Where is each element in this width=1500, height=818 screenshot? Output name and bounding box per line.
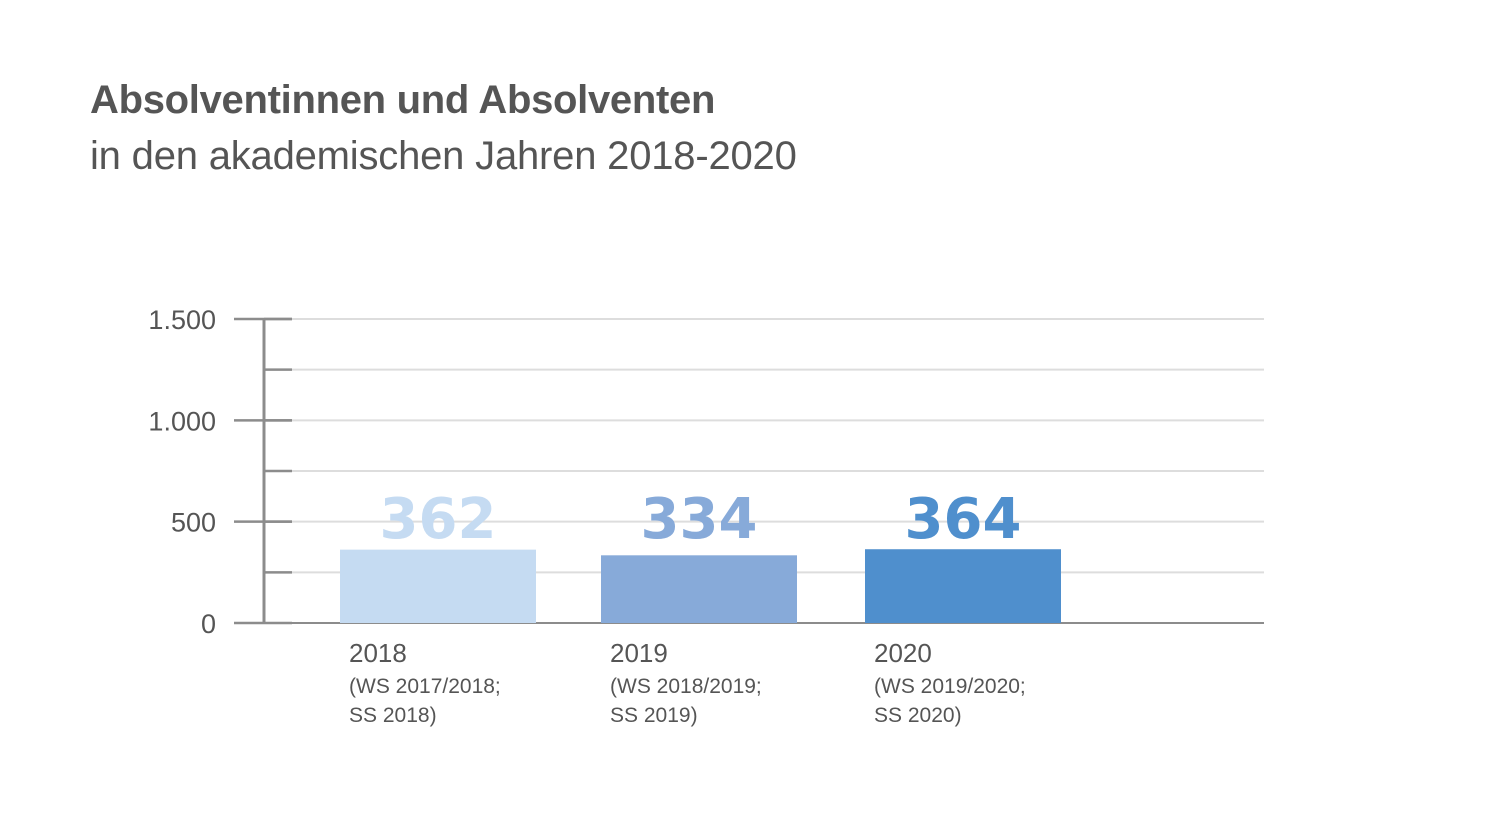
category-sublabel: (WS 2018/2019; — [610, 675, 762, 698]
bar-2020 — [865, 549, 1061, 623]
category-label-2018: 2018 — [349, 638, 407, 668]
bar-2019 — [601, 555, 797, 623]
y-tick-label: 0 — [201, 609, 216, 639]
data-label-2020: 364 — [905, 487, 1022, 552]
data-label-2018: 362 — [380, 487, 497, 552]
category-label-2020: 2020 — [874, 638, 932, 668]
category-sublabel: SS 2018) — [349, 704, 437, 727]
y-tick-label: 1.000 — [148, 406, 216, 436]
bar-2018 — [340, 549, 536, 623]
category-sublabel: (WS 2019/2020; — [874, 675, 1026, 698]
category-sublabel: (WS 2017/2018; — [349, 675, 501, 698]
data-label-2019: 334 — [641, 487, 758, 552]
y-tick-label: 1.500 — [148, 305, 216, 335]
y-tick-label: 500 — [171, 508, 216, 538]
category-sublabel: SS 2020) — [874, 704, 962, 727]
chart-title: Absolventinnen und Absolventen — [90, 78, 716, 122]
category-sublabel: SS 2019) — [610, 704, 698, 727]
chart-subtitle: in den akademischen Jahren 2018-2020 — [90, 134, 797, 178]
category-label-2019: 2019 — [610, 638, 668, 668]
